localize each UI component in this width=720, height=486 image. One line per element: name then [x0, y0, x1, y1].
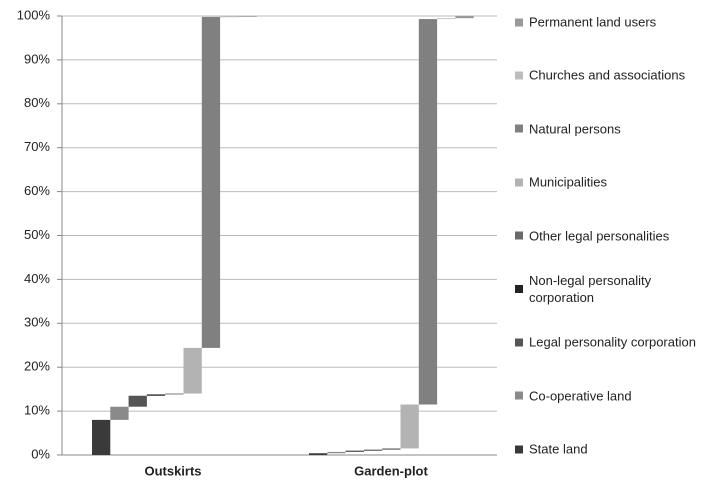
bar — [418, 19, 438, 405]
legend-item: Non-legal personality corporation — [515, 272, 710, 306]
legend-label: State land — [529, 441, 588, 457]
y-tick-label: 60% — [24, 183, 50, 198]
legend-item: Churches and associations — [515, 67, 710, 84]
legend-label: Legal personality corporation — [529, 334, 696, 350]
y-tick-label: 0% — [31, 446, 50, 461]
bar — [128, 395, 147, 407]
bar — [92, 419, 111, 455]
legend-item: State land — [515, 441, 710, 458]
bar — [201, 16, 221, 348]
y-tick-label: 40% — [24, 271, 50, 286]
legend-item: Legal personality corporation — [515, 334, 710, 351]
legend-item: Permanent land users — [515, 14, 710, 31]
legend-label: Other legal personalities — [529, 228, 670, 243]
x-tick-label: Garden-plot — [354, 463, 428, 478]
legend-item: Co-operative land — [515, 387, 710, 404]
y-tick-label: 90% — [24, 51, 50, 66]
bar — [146, 394, 166, 396]
legend-label: Non-legal personality corporation — [529, 272, 652, 305]
bar — [455, 16, 474, 19]
x-tick-label: Outskirts — [144, 463, 201, 478]
bar — [437, 18, 456, 20]
bar — [309, 453, 328, 455]
bar — [238, 16, 257, 17]
bar — [345, 450, 364, 452]
legend-label: Permanent land users — [529, 14, 657, 30]
legend-swatch — [515, 124, 523, 133]
legend-label: Natural persons — [529, 121, 621, 137]
legend-swatch — [515, 178, 523, 187]
legend-swatch — [515, 445, 523, 453]
bar — [183, 347, 202, 394]
legend-swatch — [515, 231, 523, 240]
bar — [165, 393, 184, 395]
legend-label: Churches and associations — [529, 67, 686, 83]
legend-swatch — [515, 391, 523, 400]
legend-swatch — [515, 284, 523, 293]
legend-label: Co-operative land — [529, 388, 632, 404]
legend-swatch — [515, 18, 523, 26]
bar — [110, 406, 129, 420]
bar — [363, 449, 383, 451]
bar — [327, 451, 346, 454]
legend-item: Municipalities — [515, 174, 710, 191]
legend-item: Other legal personalities — [515, 227, 710, 244]
y-tick-label: 20% — [24, 359, 50, 374]
y-tick-label: 70% — [24, 139, 50, 154]
bar — [382, 448, 401, 450]
y-tick-label: 80% — [24, 95, 50, 110]
bar — [220, 16, 239, 18]
legend-label: Municipalities — [529, 174, 608, 190]
y-tick-label: 30% — [24, 315, 50, 330]
y-tick-label: 10% — [24, 403, 50, 418]
y-tick-label: 50% — [24, 227, 50, 242]
legend-swatch — [515, 71, 523, 80]
bar — [400, 404, 419, 449]
y-tick-label: 100% — [17, 7, 51, 22]
legend-item: Natural persons — [515, 120, 710, 137]
legend-swatch — [515, 338, 523, 347]
